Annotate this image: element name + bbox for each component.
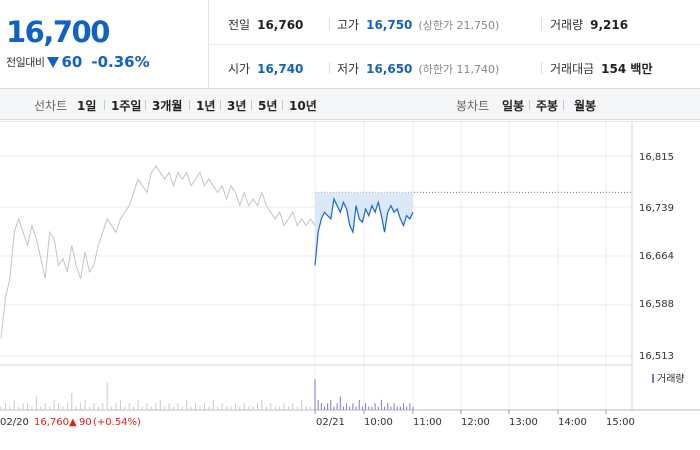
today-price-line: [314, 197, 414, 266]
prev-day-rate: (+0.54%): [93, 417, 141, 428]
stat-open-label: 시가: [228, 62, 251, 76]
current-price: 16,700: [6, 15, 110, 49]
stat-prev-close: 전일 16,760: [228, 16, 303, 33]
tab-divider: [563, 100, 564, 110]
stat-volume-label: 거래량: [550, 18, 584, 32]
change-row: 전일대비 60 -0.36%: [6, 53, 150, 71]
stat-low-value: 16,650: [366, 62, 413, 76]
tab-3-years[interactable]: 3년: [227, 99, 247, 113]
change-rate: -0.36%: [91, 53, 150, 71]
today-series: [314, 192, 414, 266]
candle-chart-title: 봉차트: [456, 99, 490, 113]
up-triangle-icon: ▲: [69, 417, 77, 428]
y-tick-label: 16,739: [639, 203, 674, 214]
y-tick-label: 16,588: [639, 299, 674, 310]
volume-bars: [0, 379, 414, 410]
divider: [541, 62, 542, 74]
x-tick-label: 15:00: [606, 417, 635, 428]
stat-high: 고가 16,750 (상한가 21,750): [337, 16, 499, 33]
row-divider: [210, 44, 700, 45]
tab-5-years[interactable]: 5년: [258, 99, 278, 113]
stat-volume-value: 9,216: [590, 18, 629, 32]
down-triangle-icon: [47, 56, 60, 68]
price-chart[interactable]: 16,815 16,739 16,664 16,588 16,513 02/21…: [0, 121, 700, 450]
x-tick-label: 12:00: [461, 417, 490, 428]
tab-divider: [104, 100, 105, 110]
tab-1-day[interactable]: 1일: [77, 99, 97, 113]
tab-daily-candle[interactable]: 일봉: [502, 99, 525, 113]
volume-legend-swatch: [652, 374, 654, 383]
x-tick-label: 02/21: [316, 417, 345, 428]
tab-divider: [189, 100, 190, 110]
divider: [329, 62, 330, 74]
change-amount: 60: [61, 53, 83, 71]
tab-divider: [145, 100, 146, 110]
tab-monthly-candle[interactable]: 월봉: [574, 99, 597, 113]
stat-upper-limit: (상한가 21,750): [418, 19, 500, 32]
prev-day-price: 16,760: [34, 417, 69, 428]
x-tick-label: 11:00: [413, 417, 442, 428]
chart-axes: 16,815 16,739 16,664 16,588 16,513 02/21…: [0, 152, 685, 428]
quote-panel: 16,700 전일대비 60 -0.36% 전일 16,760 고가 16,75…: [0, 0, 700, 89]
stat-amount: 거래대금 154 백만: [550, 60, 652, 77]
tab-3-months[interactable]: 3개월: [152, 99, 183, 113]
tab-10-years[interactable]: 10년: [289, 99, 317, 113]
volume-legend-label: 거래량: [657, 373, 685, 385]
tab-1-week[interactable]: 1주일: [111, 99, 142, 113]
tab-divider: [529, 100, 530, 110]
prev-day-price-line: [0, 165, 316, 339]
stat-amount-value: 154 백만: [601, 62, 653, 76]
divider: [541, 18, 542, 30]
stat-low: 저가 16,650 (하한가 11,740): [337, 60, 499, 77]
change-label: 전일대비: [6, 56, 45, 69]
tab-weekly-candle[interactable]: 주봉: [536, 99, 559, 113]
y-tick-label: 16,664: [639, 251, 674, 262]
y-tick-label: 16,815: [639, 152, 674, 163]
stat-low-label: 저가: [337, 62, 360, 76]
stat-open-value: 16,740: [257, 62, 304, 76]
tab-1-year[interactable]: 1년: [196, 99, 216, 113]
stat-high-value: 16,750: [366, 18, 413, 32]
price-box: 16,700 전일대비 60 -0.36%: [0, 0, 209, 88]
line-chart-title: 선차트: [34, 99, 68, 113]
tab-divider: [282, 100, 283, 110]
x-tick-label: 13:00: [509, 417, 538, 428]
chart-grid: [0, 121, 700, 414]
prev-day-date: 02/20: [0, 417, 29, 428]
prev-day-series: [0, 165, 316, 339]
tab-divider: [251, 100, 252, 110]
prev-day-change: 90: [79, 417, 92, 428]
stat-prev-close-label: 전일: [228, 18, 251, 32]
chart-tab-bar: 선차트 1일 1주일 3개월 1년 3년 5년 10년 봉차트 일봉 주봉 월봉: [0, 89, 700, 120]
stat-volume: 거래량 9,216: [550, 16, 628, 33]
x-tick-label: 10:00: [364, 417, 393, 428]
divider: [329, 18, 330, 30]
stat-lower-limit: (하한가 11,740): [418, 63, 500, 76]
stat-amount-label: 거래대금: [550, 62, 595, 76]
stat-open: 시가 16,740: [228, 60, 303, 77]
stat-prev-close-value: 16,760: [257, 18, 304, 32]
tab-divider: [220, 100, 221, 110]
x-tick-label: 14:00: [558, 417, 587, 428]
stat-high-label: 고가: [337, 18, 360, 32]
y-tick-label: 16,513: [639, 351, 674, 362]
